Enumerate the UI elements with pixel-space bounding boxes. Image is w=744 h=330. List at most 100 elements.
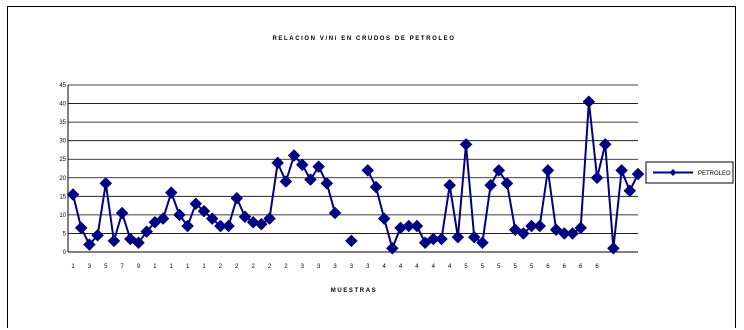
data-point — [312, 160, 326, 173]
data-point — [83, 238, 96, 251]
data-point — [230, 191, 244, 205]
x-axis-label: MUESTRAS — [331, 288, 377, 294]
data-point — [541, 164, 555, 177]
series-line — [72, 154, 336, 246]
data-point — [197, 204, 211, 218]
data-point — [287, 149, 301, 162]
y-tick-label: 20 — [59, 176, 66, 182]
data-point — [377, 212, 391, 225]
data-point — [132, 236, 145, 250]
x-tick-label: 3 — [350, 264, 354, 270]
x-tick-label: 5 — [481, 264, 485, 270]
data-point — [205, 212, 219, 225]
data-point — [361, 164, 375, 177]
y-tick-label: 40 — [59, 102, 66, 108]
x-tick-label: 7 — [120, 264, 124, 270]
x-tick-label: 1 — [186, 264, 190, 270]
x-tick-label: 3 — [88, 264, 92, 270]
data-point — [369, 180, 383, 194]
data-point — [66, 188, 80, 201]
data-point — [156, 212, 170, 225]
data-point — [173, 208, 186, 222]
x-tick-label: 1 — [153, 264, 157, 270]
x-tick-label: 5 — [530, 264, 534, 270]
x-tick-label: 1 — [170, 264, 174, 270]
data-point — [91, 228, 104, 242]
data-point — [74, 221, 88, 235]
x-tick-label: 3 — [333, 264, 337, 270]
data-point — [435, 232, 448, 246]
data-point — [320, 176, 334, 190]
data-point — [107, 234, 121, 248]
data-point — [459, 138, 473, 151]
data-point — [443, 178, 457, 192]
data-point — [623, 184, 637, 198]
chart-title: RELACION V/Ni EN CRUDOS DE PETROLEO — [272, 36, 455, 42]
legend-marker — [669, 169, 677, 176]
data-point — [295, 158, 309, 172]
x-tick-label: 1 — [202, 264, 206, 270]
x-tick-label: 6 — [579, 264, 583, 270]
data-point — [345, 234, 358, 248]
x-tick-label: 6 — [546, 264, 550, 270]
data-point — [476, 236, 489, 250]
data-point — [222, 219, 235, 233]
data-point — [615, 164, 628, 177]
x-tick-label: 6 — [563, 264, 567, 270]
y-tick-label: 25 — [59, 157, 66, 163]
data-point — [574, 221, 588, 235]
data-point — [582, 95, 596, 109]
data-point — [279, 175, 293, 188]
x-tick-label: 5 — [497, 264, 501, 270]
data-point — [607, 241, 620, 255]
x-tick-label: 1 — [71, 264, 75, 270]
data-point — [254, 217, 268, 231]
data-point — [304, 173, 317, 186]
data-point — [385, 241, 399, 255]
data-point — [598, 138, 612, 151]
y-tick-label: 10 — [59, 213, 66, 219]
x-tick-label: 4 — [448, 264, 452, 270]
y-tick-label: 15 — [59, 194, 66, 200]
x-tick-label: 5 — [464, 264, 468, 270]
data-point — [467, 230, 481, 244]
data-point — [99, 176, 113, 190]
legend: PETROLEO — [645, 161, 734, 184]
x-tick-label: 4 — [432, 264, 436, 270]
x-tick-label: 2 — [235, 264, 239, 270]
y-tick-label: 30 — [59, 139, 66, 145]
x-tick-label: 2 — [284, 264, 288, 270]
data-point — [189, 197, 203, 211]
x-tick-label: 4 — [415, 264, 419, 270]
data-point — [140, 225, 154, 238]
chart-frame — [7, 6, 736, 328]
data-point — [328, 206, 342, 220]
x-tick-label: 2 — [251, 264, 255, 270]
y-tick-label: 0 — [63, 250, 67, 256]
data-point — [164, 186, 178, 199]
data-point — [631, 167, 645, 181]
x-tick-label: 2 — [219, 264, 223, 270]
data-point — [123, 232, 137, 246]
x-tick-label: 4 — [399, 264, 403, 270]
data-point — [181, 219, 194, 233]
data-point — [410, 219, 424, 233]
y-tick-label: 35 — [59, 120, 66, 126]
y-tick-label: 45 — [59, 83, 66, 89]
x-tick-label: 4 — [382, 264, 386, 270]
data-point — [590, 171, 604, 185]
data-point — [500, 176, 514, 190]
x-tick-label: 6 — [595, 264, 599, 270]
y-tick-label: 5 — [63, 231, 67, 237]
data-point — [238, 210, 252, 224]
data-point — [271, 156, 285, 170]
data-point — [451, 230, 465, 244]
data-point — [115, 206, 129, 220]
x-tick-label: 5 — [104, 264, 108, 270]
x-tick-label: 2 — [268, 264, 272, 270]
data-point — [484, 178, 497, 192]
x-tick-label: 5 — [514, 264, 518, 270]
x-tick-label: 3 — [301, 264, 305, 270]
